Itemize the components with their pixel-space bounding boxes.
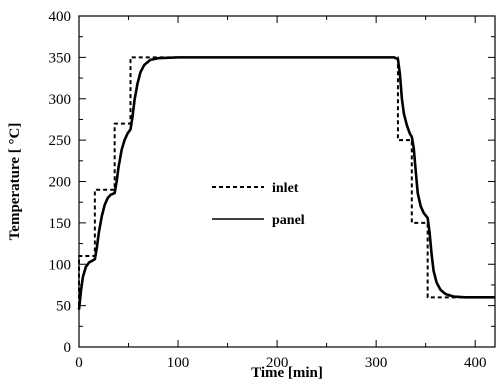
y-tick-label: 150 [49,216,72,232]
legend-label-panel: panel [272,213,305,228]
y-tick-label: 100 [49,257,72,273]
x-tick-label: 100 [167,355,190,371]
y-tick-label: 300 [49,92,72,108]
legend-label-inlet: inlet [272,181,299,196]
y-tick-label: 400 [49,9,72,25]
y-tick-label: 50 [56,299,71,315]
y-axis-title: Temperature [ °C] [7,123,23,241]
x-tick-label: 0 [75,355,83,371]
y-tick-label: 250 [49,133,72,149]
y-tick-label: 350 [49,50,72,66]
x-tick-label: 200 [266,355,289,371]
x-tick-label: 400 [464,355,487,371]
x-tick-label: 300 [365,355,388,371]
series-line-inlet [78,56,495,306]
y-tick-label: 0 [64,340,72,356]
series-line-panel [77,56,495,310]
y-tick-label: 200 [49,175,72,191]
x-axis-title: Time [min] [251,365,323,381]
